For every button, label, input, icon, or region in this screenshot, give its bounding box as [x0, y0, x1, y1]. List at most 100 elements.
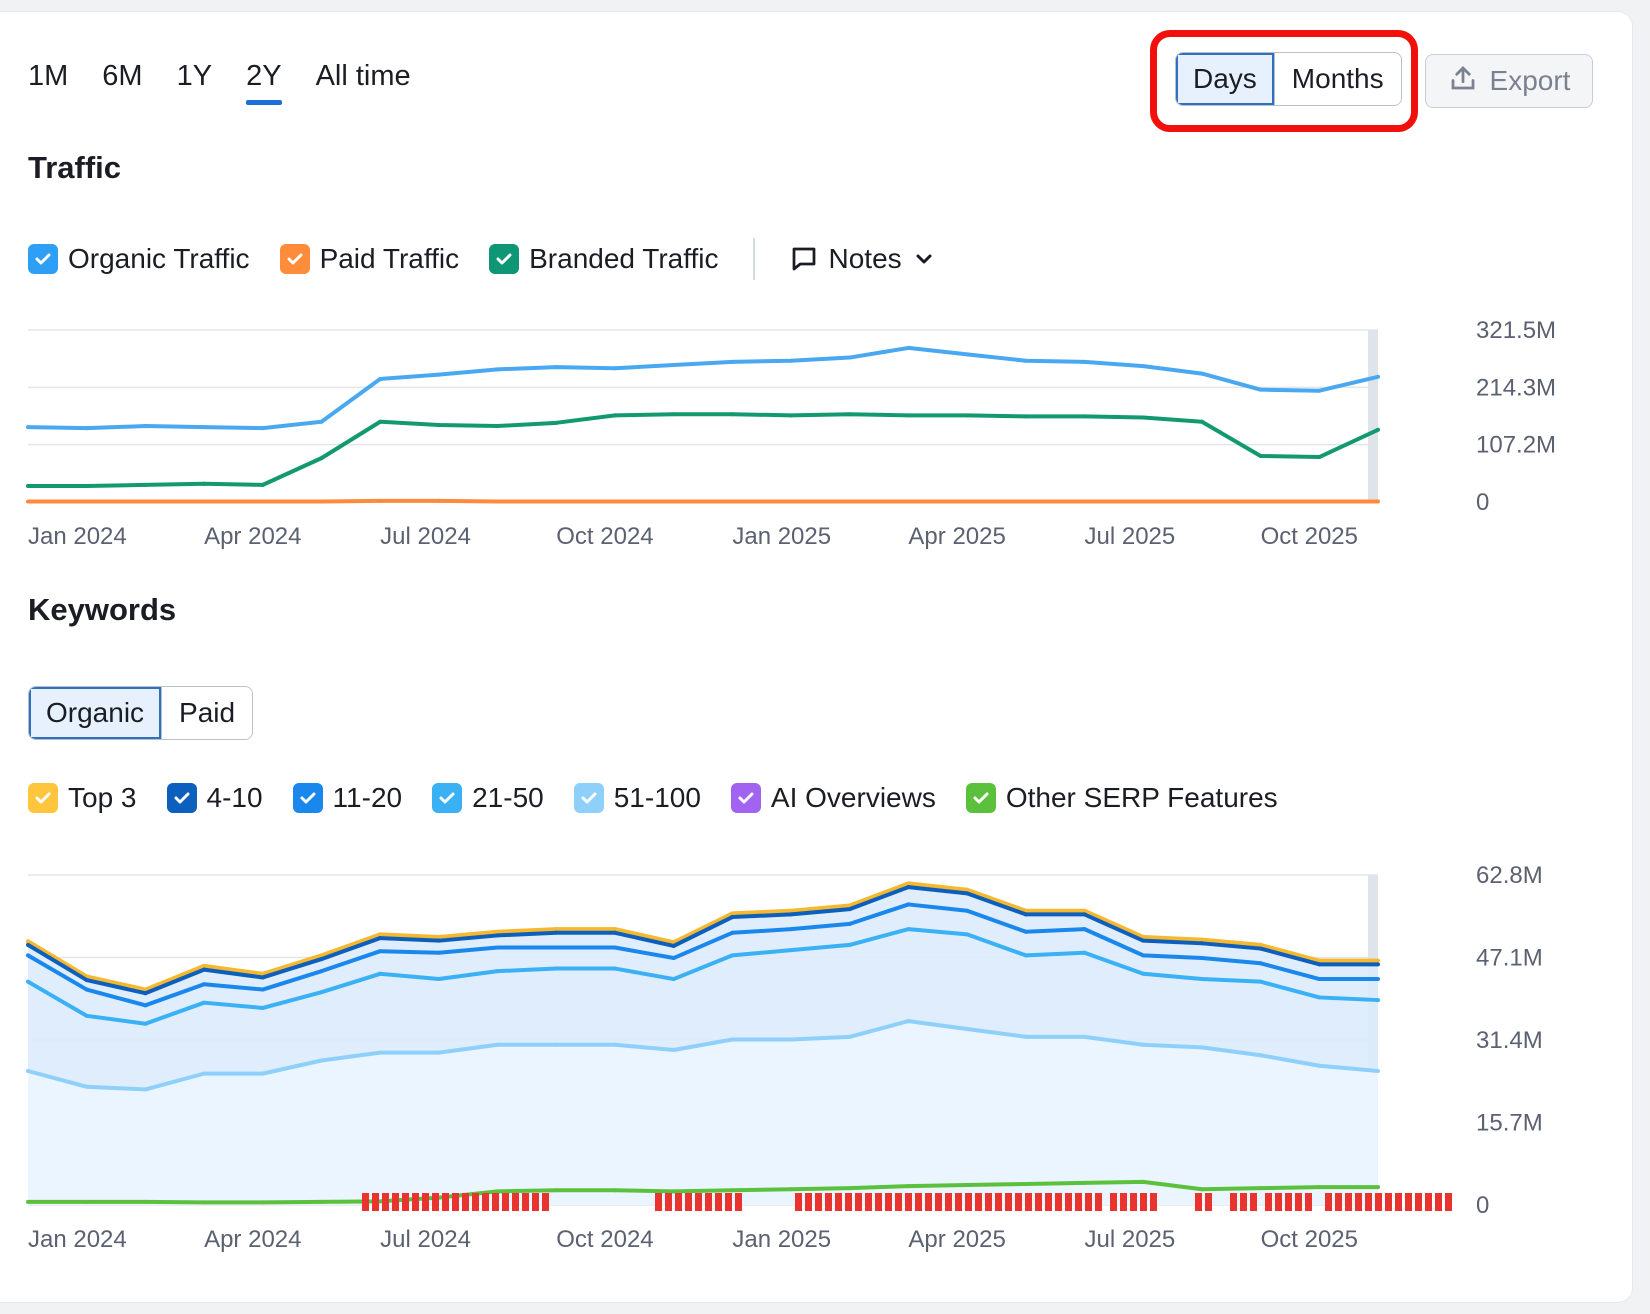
serp-flag-marker [1150, 1193, 1157, 1211]
serp-flag-marker [442, 1193, 449, 1211]
data-point [26, 1199, 30, 1204]
hover-band [1368, 330, 1378, 502]
serp-flag-marker [695, 1193, 702, 1211]
data-point [84, 483, 89, 488]
legend-ai-overviews[interactable]: AI Overviews [730, 782, 936, 814]
data-point [1376, 962, 1380, 967]
data-point [1023, 908, 1028, 913]
data-point [1317, 1185, 1322, 1190]
data-point [1023, 912, 1028, 917]
data-point [671, 943, 676, 948]
data-point [84, 1084, 89, 1089]
data-point [1082, 1034, 1087, 1039]
serp-flag-marker [1015, 1193, 1022, 1211]
traffic-chart[interactable]: 321.5M 214.3M 107.2M 0 Jan 2024 Apr 2024 Jul 2… [0, 0, 1650, 560]
data-point [260, 1005, 265, 1010]
data-point [1317, 499, 1322, 504]
serp-flag-marker [502, 1193, 509, 1211]
data-point [1258, 979, 1263, 984]
chevron-down-icon [914, 249, 934, 269]
legend-21-50[interactable]: 21-50 [432, 782, 544, 814]
serp-flag-marker [462, 1193, 469, 1211]
export-button[interactable]: Export [1425, 54, 1593, 108]
serp-flag-marker [985, 1193, 992, 1211]
data-point [1082, 1180, 1087, 1185]
serp-flag-marker [1365, 1193, 1372, 1211]
period-1y[interactable]: 1Y [176, 60, 213, 92]
legend-paid-traffic[interactable]: Paid Traffic [279, 243, 459, 275]
y-tick-label: 321.5M [1476, 317, 1556, 344]
data-point [495, 1042, 500, 1047]
data-point [730, 953, 735, 958]
x-tick-label: Apr 2024 [204, 523, 301, 550]
legend-organic-traffic[interactable]: Organic Traffic [28, 243, 250, 275]
data-point [847, 355, 852, 360]
data-point [847, 1186, 852, 1191]
data-point [612, 930, 617, 935]
data-point [671, 363, 676, 368]
data-point [26, 1069, 30, 1074]
data-point [1376, 1185, 1380, 1190]
serp-flag-marker [1065, 1193, 1072, 1211]
tab-paid[interactable]: Paid [161, 687, 253, 739]
serp-flag-marker [1230, 1193, 1237, 1211]
legend-divider [752, 238, 755, 280]
x-tick-label: Apr 2024 [204, 1226, 301, 1253]
data-point [671, 1047, 676, 1052]
legend-top-3[interactable]: Top 3 [28, 782, 137, 814]
serp-flag-marker [965, 1193, 972, 1211]
serp-flag-marker [1095, 1193, 1102, 1211]
days-button[interactable]: Days [1176, 53, 1274, 105]
notes-dropdown[interactable]: Notes [789, 243, 934, 275]
legend-11-20[interactable]: 11-20 [292, 782, 402, 814]
data-point [789, 1187, 794, 1192]
legend-label: 21-50 [472, 782, 544, 813]
serp-flag-marker [955, 1193, 962, 1211]
serp-flag-marker [362, 1193, 369, 1211]
period-1m[interactable]: 1M [28, 60, 69, 92]
tab-organic[interactable]: Organic [29, 687, 162, 739]
data-point [906, 927, 911, 932]
serp-flag-marker [1025, 1193, 1032, 1211]
serp-flag-marker [1265, 1193, 1272, 1211]
data-point [26, 499, 30, 504]
serp-flag-marker [542, 1193, 549, 1211]
data-point [260, 1200, 265, 1205]
serp-flag-marker [905, 1193, 912, 1211]
legend-other-serp-features[interactable]: Other SERP Features [965, 782, 1278, 814]
data-point [143, 1003, 148, 1008]
serp-flag-marker [382, 1193, 389, 1211]
legend-51-100[interactable]: 51-100 [573, 782, 701, 814]
legend-4-10[interactable]: 4-10 [166, 782, 263, 814]
data-point [965, 1183, 970, 1188]
data-point [202, 1071, 207, 1076]
data-point [436, 422, 441, 427]
data-point [847, 412, 852, 417]
data-point [906, 413, 911, 418]
serp-flag-marker [715, 1193, 722, 1211]
data-point [554, 1042, 559, 1047]
serp-flag-marker [412, 1193, 419, 1211]
serp-flag-marker [815, 1193, 822, 1211]
months-button[interactable]: Months [1273, 53, 1401, 105]
traffic-legend: Organic Traffic Paid Traffic Branded Tra… [28, 238, 934, 280]
data-point [436, 938, 441, 943]
data-point [436, 950, 441, 955]
legend-branded-traffic[interactable]: Branded Traffic [489, 243, 719, 275]
period-all-time[interactable]: All time [315, 60, 411, 92]
data-point [1376, 499, 1380, 504]
granularity-toggle: Days Months [1175, 52, 1402, 106]
keywords-title: Keywords [28, 592, 177, 627]
data-point [495, 969, 500, 974]
serp-flag-marker [995, 1193, 1002, 1211]
data-point [1082, 499, 1087, 504]
data-point [906, 345, 911, 350]
data-point [965, 908, 970, 913]
period-2y[interactable]: 2Y [246, 60, 283, 105]
data-point [1141, 971, 1146, 976]
data-point [1376, 1069, 1380, 1074]
data-point [965, 1026, 970, 1031]
y-tick-label: 214.3M [1476, 374, 1556, 401]
period-6m[interactable]: 6M [102, 60, 143, 92]
